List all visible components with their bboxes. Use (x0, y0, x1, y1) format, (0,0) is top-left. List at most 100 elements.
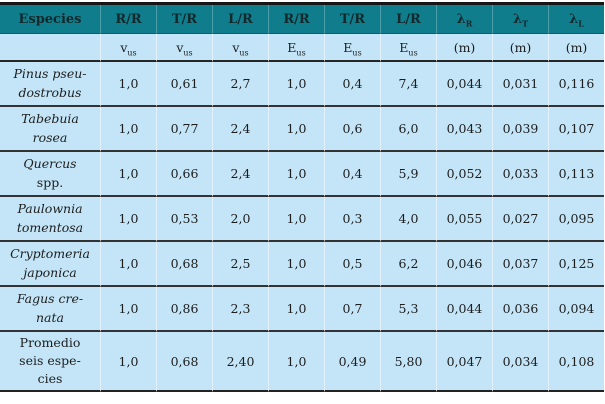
column-header-label: T/R (171, 11, 198, 27)
value-cell: 0,034 (492, 332, 548, 393)
column-header-label: R/R (283, 11, 310, 27)
table-body: Pinus pseu- dostrobus 1,0 0,61 2,7 1,0 0… (0, 62, 604, 393)
value-cell: 7,4 (380, 62, 436, 107)
value-cell: 0,4 (324, 152, 380, 197)
species-name: Tabebuia rosea (21, 111, 79, 145)
value-cell: 1,0 (268, 152, 324, 197)
value-cell: 0,037 (492, 242, 548, 287)
column-header-subscript: T (522, 18, 529, 29)
value-cell: 2,40 (212, 332, 268, 393)
unit-header-eus: Eus (380, 34, 436, 62)
species-properties-table: Especies R/R T/R L/R R/R T/R L/R λR λT λ… (0, 2, 604, 393)
value-cell: 6,0 (380, 107, 436, 152)
species-name: Paulownia tomentosa (16, 201, 84, 235)
unit-label: (m) (453, 39, 476, 55)
column-header-lambda-l: λL (548, 5, 604, 34)
column-header-tr-e: T/R (324, 5, 380, 34)
value-cell: 1,0 (100, 197, 156, 242)
unit-label: (m) (509, 39, 532, 55)
value-cell: 0,125 (548, 242, 604, 287)
unit-label: (m) (565, 39, 588, 55)
value-cell: 4,0 (380, 197, 436, 242)
value-cell: 0,044 (436, 62, 492, 107)
unit-header-vus: vus (156, 34, 212, 62)
value-cell: 0,027 (492, 197, 548, 242)
value-cell: 1,0 (100, 107, 156, 152)
value-cell: 0,055 (436, 197, 492, 242)
species-cell: Quercus spp. (0, 152, 100, 197)
unit-subscript: us (239, 48, 249, 57)
column-header-label: λ (512, 11, 523, 27)
column-header-rr-v: R/R (100, 5, 156, 34)
unit-subscript: us (127, 48, 137, 57)
value-cell: 0,033 (492, 152, 548, 197)
value-cell: 1,0 (268, 197, 324, 242)
value-cell: 0,3 (324, 197, 380, 242)
species-cell: Tabebuia rosea (0, 107, 100, 152)
species-name: Quercus (23, 156, 77, 172)
table-header: Especies R/R T/R L/R R/R T/R L/R λR λT λ… (0, 5, 604, 62)
value-cell: 1,0 (268, 242, 324, 287)
unit-header-vus: vus (100, 34, 156, 62)
value-cell: 0,53 (156, 197, 212, 242)
species-cell: Fagus cre- nata (0, 287, 100, 332)
table-row-tabebuia: Tabebuia rosea 1,0 0,77 2,4 1,0 0,6 6,0 … (0, 107, 604, 152)
value-cell: 2,4 (212, 107, 268, 152)
unit-label: E (343, 39, 353, 55)
value-cell: 0,044 (436, 287, 492, 332)
species-cell: Paulownia tomentosa (0, 197, 100, 242)
value-cell: 0,043 (436, 107, 492, 152)
unit-label: E (287, 39, 297, 55)
table-row-paulownia: Paulownia tomentosa 1,0 0,53 2,0 1,0 0,3… (0, 197, 604, 242)
unit-header-eus: Eus (324, 34, 380, 62)
column-header-lr-e: L/R (380, 5, 436, 34)
column-header-label: T/R (339, 11, 366, 27)
value-cell: 0,6 (324, 107, 380, 152)
unit-subscript: us (183, 48, 193, 57)
unit-subscript: us (352, 48, 362, 57)
value-cell: 0,031 (492, 62, 548, 107)
table-row-pinus: Pinus pseu- dostrobus 1,0 0,61 2,7 1,0 0… (0, 62, 604, 107)
value-cell: 2,4 (212, 152, 268, 197)
value-cell: 1,0 (268, 107, 324, 152)
value-cell: 5,9 (380, 152, 436, 197)
value-cell: 0,68 (156, 332, 212, 393)
species-name-roman: spp. (36, 174, 64, 190)
header-row-main: Especies R/R T/R L/R R/R T/R L/R λR λT λ… (0, 5, 604, 34)
value-cell: 5,3 (380, 287, 436, 332)
column-header-tr-v: T/R (156, 5, 212, 34)
value-cell: 1,0 (100, 62, 156, 107)
unit-label: v (176, 39, 184, 55)
column-header-label: R/R (115, 11, 142, 27)
species-cell: Pinus pseu- dostrobus (0, 62, 100, 107)
column-header-lr-v: L/R (212, 5, 268, 34)
value-cell: 0,5 (324, 242, 380, 287)
table-row-fagus: Fagus cre- nata 1,0 0,86 2,3 1,0 0,7 5,3… (0, 287, 604, 332)
value-cell: 1,0 (100, 242, 156, 287)
column-header-label: λ (456, 11, 466, 27)
value-cell: 0,7 (324, 287, 380, 332)
column-header-especies: Especies (0, 5, 100, 34)
unit-header-m: (m) (548, 34, 604, 62)
value-cell: 1,0 (268, 287, 324, 332)
column-header-lambda-t: λT (492, 5, 548, 34)
value-cell: 0,047 (436, 332, 492, 393)
column-header-label: L/R (228, 11, 253, 27)
header-row-units: vus vus vus Eus Eus Eus (m) (m) (m) (0, 34, 604, 62)
table-row-cryptomeria: Cryptomeria japonica 1,0 0,68 2,5 1,0 0,… (0, 242, 604, 287)
value-cell: 0,66 (156, 152, 212, 197)
column-header-label: Especies (18, 11, 82, 27)
species-name-roman: Promedio seis espe- cies (19, 335, 81, 387)
column-header-rr-e: R/R (268, 5, 324, 34)
species-name: Cryptomeria japonica (10, 246, 90, 280)
value-cell: 0,61 (156, 62, 212, 107)
unit-subscript: us (296, 48, 306, 57)
table-row-promedio: Promedio seis espe- cies 1,0 0,68 2,40 1… (0, 332, 604, 393)
value-cell: 2,5 (212, 242, 268, 287)
unit-header-vus: vus (212, 34, 268, 62)
value-cell: 5,80 (380, 332, 436, 393)
value-cell: 2,0 (212, 197, 268, 242)
value-cell: 1,0 (100, 287, 156, 332)
value-cell: 0,49 (324, 332, 380, 393)
